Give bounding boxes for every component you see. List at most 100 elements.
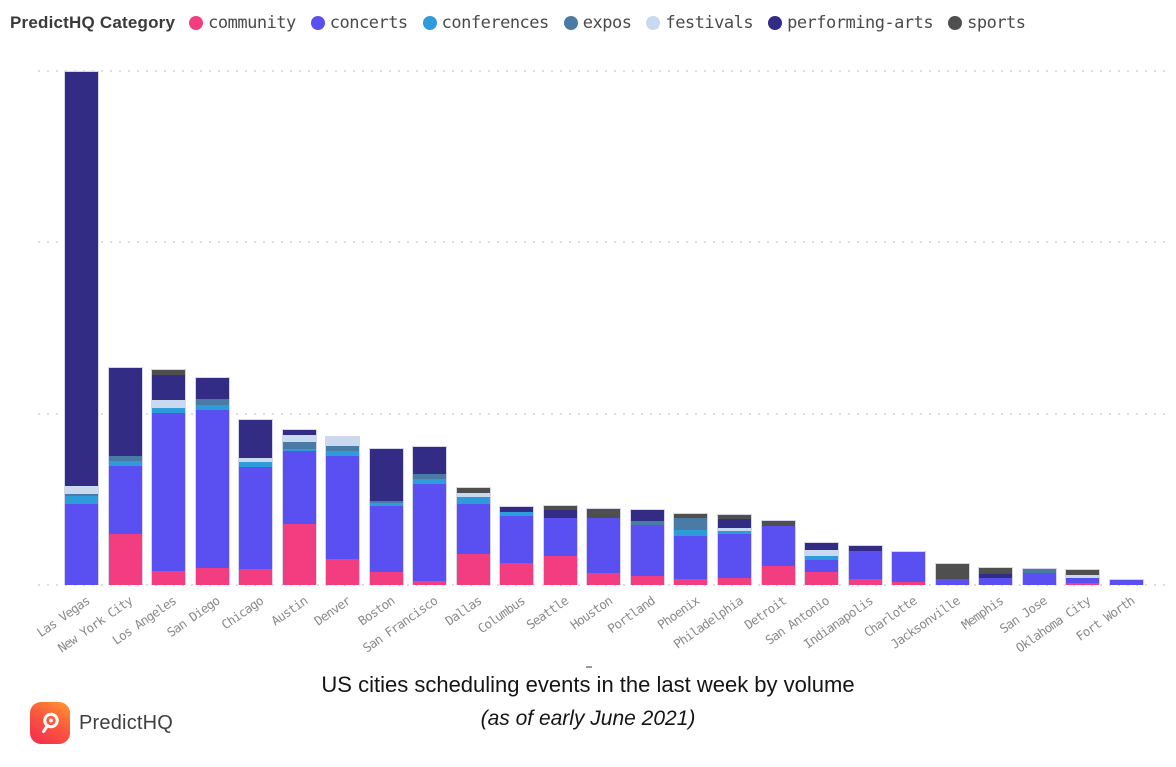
bar-segment-performing-arts[interactable] <box>369 449 403 501</box>
bar-segment-concerts[interactable] <box>282 451 316 525</box>
bar-segment-concerts[interactable] <box>630 525 664 577</box>
bar-segment-performing-arts[interactable] <box>717 519 751 528</box>
bar-segment-conferences[interactable] <box>717 530 751 535</box>
bar-segment-concerts[interactable] <box>195 409 229 568</box>
bar-segment-concerts[interactable] <box>805 560 839 573</box>
bar-segment-conferences[interactable] <box>369 503 403 507</box>
bar-segment-concerts[interactable] <box>152 413 186 572</box>
bar-segment-concerts[interactable] <box>935 578 969 585</box>
bar-san-diego[interactable] <box>194 377 230 585</box>
bar-segment-community[interactable] <box>195 568 229 585</box>
bar-segment-concerts[interactable] <box>761 525 795 566</box>
bar-san-jose[interactable] <box>1021 567 1057 585</box>
bar-segment-community[interactable] <box>1066 582 1100 585</box>
bar-segment-conferences[interactable] <box>456 496 490 505</box>
bar-segment-expos[interactable] <box>369 500 403 504</box>
bar-segment-community[interactable] <box>108 534 142 585</box>
bar-segment-sports[interactable] <box>456 487 490 494</box>
bar-segment-conferences[interactable] <box>805 556 839 561</box>
bar-segment-community[interactable] <box>630 576 664 585</box>
bar-segment-concerts[interactable] <box>500 516 534 563</box>
bar-segment-festivals[interactable] <box>152 400 186 408</box>
bar-segment-concerts[interactable] <box>326 456 360 560</box>
bar-los-angeles[interactable] <box>151 369 187 585</box>
bar-new-york-city[interactable] <box>107 367 143 585</box>
bar-segment-conferences[interactable] <box>195 404 229 410</box>
bar-houston[interactable] <box>586 508 622 585</box>
bar-segment-sports[interactable] <box>935 563 969 579</box>
legend-item-festivals[interactable]: festivals <box>646 13 754 33</box>
bar-segment-concerts[interactable] <box>239 467 273 569</box>
bar-segment-performing-arts[interactable] <box>108 368 142 456</box>
bar-austin[interactable] <box>281 428 317 585</box>
bar-segment-performing-arts[interactable] <box>413 446 447 474</box>
legend-item-performing-arts[interactable]: performing-arts <box>768 13 934 33</box>
bar-segment-performing-arts[interactable] <box>195 378 229 400</box>
bar-segment-community[interactable] <box>369 572 403 585</box>
bar-segment-sports[interactable] <box>1066 569 1100 575</box>
bar-segment-conferences[interactable] <box>500 511 534 517</box>
bar-charlotte[interactable] <box>891 550 927 585</box>
bar-segment-concerts[interactable] <box>1066 578 1100 583</box>
bar-segment-community[interactable] <box>500 562 534 585</box>
bar-segment-expos[interactable] <box>65 493 98 496</box>
bar-segment-festivals[interactable] <box>65 485 98 494</box>
bar-segment-expos[interactable] <box>326 445 360 452</box>
bar-segment-performing-arts[interactable] <box>239 420 273 458</box>
bar-segment-conferences[interactable] <box>152 407 186 414</box>
bar-segment-concerts[interactable] <box>979 577 1013 585</box>
bar-segment-concerts[interactable] <box>587 518 621 574</box>
bar-segment-conferences[interactable] <box>413 478 447 485</box>
bar-segment-festivals[interactable] <box>282 435 316 442</box>
bar-oklahoma-city[interactable] <box>1065 568 1101 585</box>
bar-memphis[interactable] <box>978 566 1014 585</box>
bar-segment-community[interactable] <box>543 556 577 585</box>
bar-segment-expos[interactable] <box>674 518 708 530</box>
bar-segment-community[interactable] <box>761 565 795 585</box>
bar-detroit[interactable] <box>760 519 796 585</box>
bar-segment-community[interactable] <box>282 524 316 585</box>
bar-san-francisco[interactable] <box>412 445 448 585</box>
legend-item-concerts[interactable]: concerts <box>310 13 408 33</box>
bar-segment-community[interactable] <box>587 573 621 585</box>
bar-segment-expos[interactable] <box>1022 568 1056 574</box>
bar-segment-performing-arts[interactable] <box>65 72 98 486</box>
bar-segment-sports[interactable] <box>543 505 577 510</box>
bar-segment-performing-arts[interactable] <box>152 375 186 401</box>
bar-segment-concerts[interactable] <box>369 506 403 573</box>
bar-segment-performing-arts[interactable] <box>848 545 882 552</box>
bar-segment-conferences[interactable] <box>108 460 142 466</box>
bar-segment-performing-arts[interactable] <box>500 506 534 512</box>
bar-segment-sports[interactable] <box>674 513 708 519</box>
bar-segment-community[interactable] <box>456 554 490 585</box>
bar-segment-concerts[interactable] <box>1022 573 1056 585</box>
bar-segment-festivals[interactable] <box>326 437 360 446</box>
bar-segment-festivals[interactable] <box>1066 574 1100 579</box>
bar-segment-performing-arts[interactable] <box>543 509 577 519</box>
bar-segment-sports[interactable] <box>152 370 186 376</box>
bar-segment-sports[interactable] <box>979 567 1013 574</box>
bar-segment-concerts[interactable] <box>848 551 882 579</box>
legend-item-conferences[interactable]: conferences <box>422 13 549 33</box>
bar-segment-community[interactable] <box>674 578 708 585</box>
bar-segment-expos[interactable] <box>108 455 142 461</box>
bar-segment-community[interactable] <box>717 577 751 585</box>
bar-dallas[interactable] <box>455 486 491 585</box>
legend-item-sports[interactable]: sports <box>948 13 1026 33</box>
bar-segment-conferences[interactable] <box>282 449 316 452</box>
bar-segment-concerts[interactable] <box>65 504 98 585</box>
bar-segment-concerts[interactable] <box>674 536 708 579</box>
bar-philadelphia[interactable] <box>716 513 752 585</box>
bar-segment-festivals[interactable] <box>239 457 273 462</box>
bar-segment-community[interactable] <box>239 569 273 585</box>
bar-boston[interactable] <box>368 448 404 585</box>
bar-segment-concerts[interactable] <box>717 534 751 578</box>
bar-phoenix[interactable] <box>673 512 709 585</box>
legend-item-expos[interactable]: expos <box>563 13 632 33</box>
bar-segment-conferences[interactable] <box>65 495 98 505</box>
bar-jacksonville[interactable] <box>934 562 970 585</box>
bar-segment-festivals[interactable] <box>717 527 751 531</box>
bar-segment-conferences[interactable] <box>674 529 708 537</box>
bar-segment-festivals[interactable] <box>805 550 839 557</box>
bar-segment-expos[interactable] <box>195 399 229 405</box>
